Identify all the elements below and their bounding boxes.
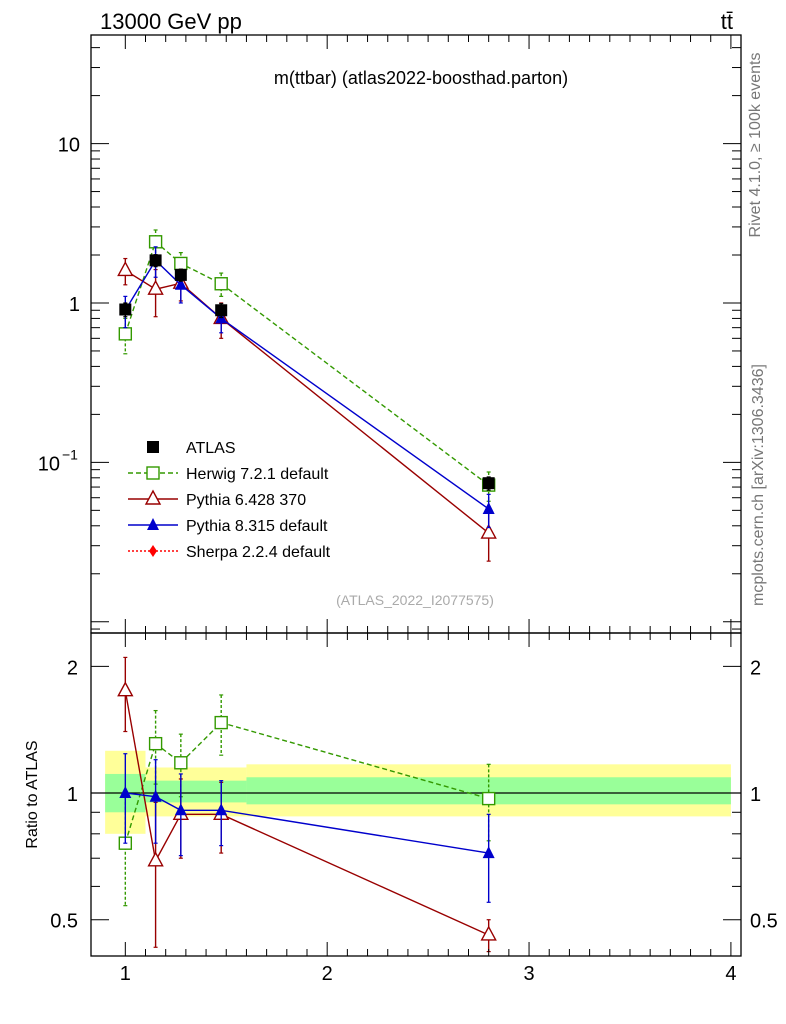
- legend-label-sherpa-2-2-4-default: Sherpa 2.2.4 default: [186, 544, 331, 561]
- main-y-tick-label: 10: [38, 453, 60, 475]
- data-point-atlas: [149, 254, 162, 267]
- x-tick-label: 4: [725, 963, 736, 985]
- data-point-herwig-7-2-1-default: [174, 256, 188, 271]
- data-point-pythia-6-428-370: [147, 851, 164, 867]
- ratio-y-tick-label-right: 1: [750, 784, 761, 806]
- legend-marker-herwig-7-2-1-default: [146, 466, 160, 480]
- main-y-tick-label: 10: [58, 135, 80, 157]
- data-point-herwig-7-2-1-default: [148, 235, 163, 249]
- analysis-watermark: (ATLAS_2022_I2077575): [336, 592, 494, 608]
- legend-marker-sherpa-2-2-4-default: [149, 545, 157, 557]
- data-point-pythia-8-315-default: [174, 803, 187, 816]
- rivet-version-label: Rivet 4.1.0, ≥ 100k events: [747, 53, 764, 238]
- mcplots-label: mcplots.cern.ch [arXiv:1306.3436]: [750, 364, 767, 606]
- legend: ATLAS Herwig 7.2.1 default Pythia 6.428 37…: [128, 440, 331, 561]
- legend-item-pythia-8-315-default: Pythia 8.315 default: [128, 518, 328, 535]
- ratio-y-tick-label: 1: [67, 784, 78, 806]
- ratio-y-tick-label-right: 2: [750, 657, 761, 679]
- legend-item-sherpa-2-2-4-default: Sherpa 2.2.4 default: [128, 544, 331, 561]
- data-point-herwig-7-2-1-default: [481, 791, 496, 806]
- legend-item-atlas: ATLAS: [147, 440, 236, 457]
- ratio-y-tick-label: 0.5: [50, 911, 78, 933]
- legend-item-pythia-6-428-370: Pythia 6.428 370: [128, 489, 306, 509]
- main-y-tick-exponent: −1: [62, 446, 78, 462]
- data-point-herwig-7-2-1-default: [214, 277, 228, 291]
- ratio-y-tick-label-right: 0.5: [750, 911, 778, 933]
- ratio-frame: [90, 632, 742, 957]
- legend-marker-pythia-6-428-370: [144, 489, 162, 505]
- data-point-pythia-6-428-370: [117, 681, 134, 697]
- header-left-title: 13000 GeV pp: [100, 9, 242, 34]
- header-right-title: tt̄: [721, 9, 733, 34]
- legend-item-herwig-7-2-1-default: Herwig 7.2.1 default: [128, 466, 329, 483]
- data-point-atlas: [174, 268, 187, 281]
- legend-marker-pythia-8-315-default: [147, 518, 159, 530]
- legend-marker-atlas: [147, 441, 159, 453]
- chart-title: m(ttbar) (atlas2022-boosthad.parton): [274, 68, 568, 88]
- x-tick-label: 1: [120, 963, 131, 985]
- data-point-herwig-7-2-1-default: [214, 715, 228, 730]
- data-point-pythia-8-315-default: [149, 789, 162, 802]
- data-point-herwig-7-2-1-default: [118, 327, 133, 341]
- data-point-herwig-7-2-1-default: [174, 756, 188, 770]
- x-tick-label: 2: [322, 963, 333, 985]
- data-point-herwig-7-2-1-default: [148, 736, 163, 751]
- legend-label-atlas: ATLAS: [186, 440, 236, 457]
- data-point-atlas: [119, 303, 132, 316]
- legend-label-herwig-7-2-1-default: Herwig 7.2.1 default: [186, 466, 329, 483]
- data-point-pythia-8-315-default: [174, 277, 187, 290]
- data-point-pythia-6-428-370: [117, 260, 134, 277]
- ratio-y-axis-label: Ratio to ATLAS: [24, 740, 41, 848]
- data-point-pythia-6-428-370: [480, 523, 497, 539]
- data-point-atlas: [482, 477, 495, 490]
- data-point-atlas: [215, 304, 228, 317]
- data-point-pythia-8-315-default: [482, 846, 495, 859]
- ratio-y-tick-label: 2: [67, 657, 78, 679]
- main-y-tick-label: 1: [69, 294, 80, 316]
- data-point-pythia-8-315-default: [119, 786, 132, 799]
- data-point-pythia-8-315-default: [215, 803, 228, 816]
- x-tick-label: 3: [523, 963, 534, 985]
- data-point-pythia-6-428-370: [147, 279, 164, 295]
- data-point-pythia-6-428-370: [480, 925, 497, 941]
- ratio-panel: 1 2 3 4 0.5 0.5 1 1 2 2 Ratio to ATLAS: [24, 632, 778, 985]
- data-point-pythia-8-315-default: [482, 501, 495, 514]
- legend-label-pythia-6-428-370: Pythia 6.428 370: [186, 492, 306, 509]
- legend-label-pythia-8-315-default: Pythia 8.315 default: [186, 518, 328, 535]
